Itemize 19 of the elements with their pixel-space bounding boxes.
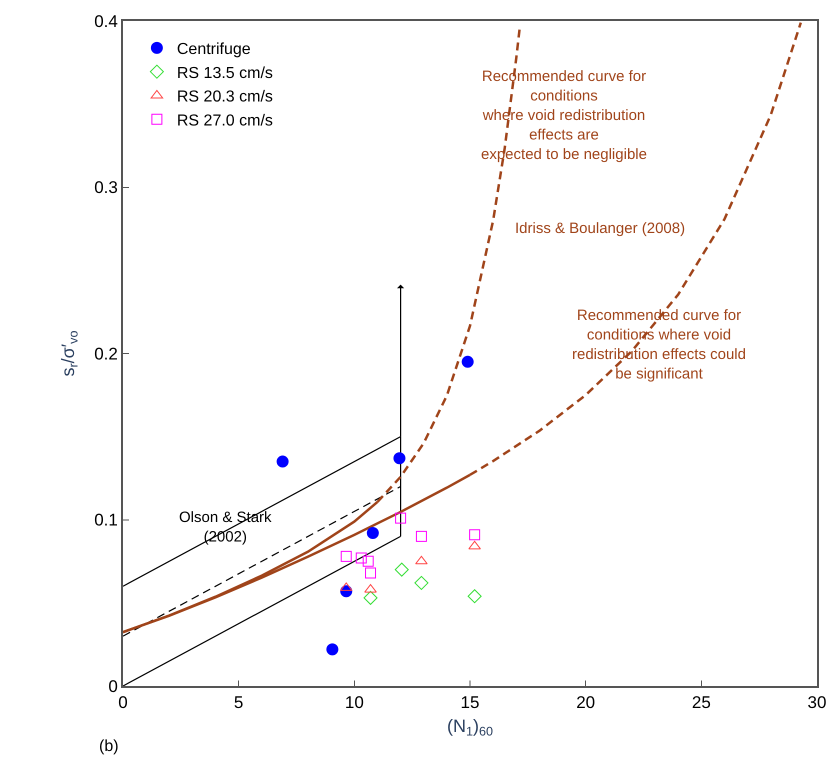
x-axis-title: (N$_{1}$)$_{60}$ <box>446 716 494 739</box>
x-tick-label: 10 <box>344 693 364 712</box>
y-tick-label: 0 <box>108 676 118 696</box>
y-tick-label: 0.1 <box>94 510 118 530</box>
x-tick-label: 5 <box>234 693 244 712</box>
x-tick-label: 25 <box>692 693 711 712</box>
x-tick-label: 15 <box>460 693 480 712</box>
legend-label: RS 20.3 cm/s <box>176 88 273 106</box>
legend-label: Centrifuge <box>176 41 251 58</box>
y-tick-label: 0.3 <box>94 178 118 198</box>
y-tick-label: 0.4 <box>94 12 118 31</box>
annotation: Recommended curve for conditions where void redistribution effects are expected to be negligible <box>481 68 647 163</box>
legend-label: RS 27.0 cm/s <box>176 112 273 130</box>
legend-label: RS 13.5 cm/s <box>176 64 273 82</box>
x-tick-label: 30 <box>808 693 826 712</box>
x-tick-label: 20 <box>576 693 596 712</box>
annotation: Idriss & Boulanger (2008) <box>515 220 686 237</box>
text: (b) <box>99 738 119 755</box>
y-tick-label: 0.2 <box>94 344 118 364</box>
